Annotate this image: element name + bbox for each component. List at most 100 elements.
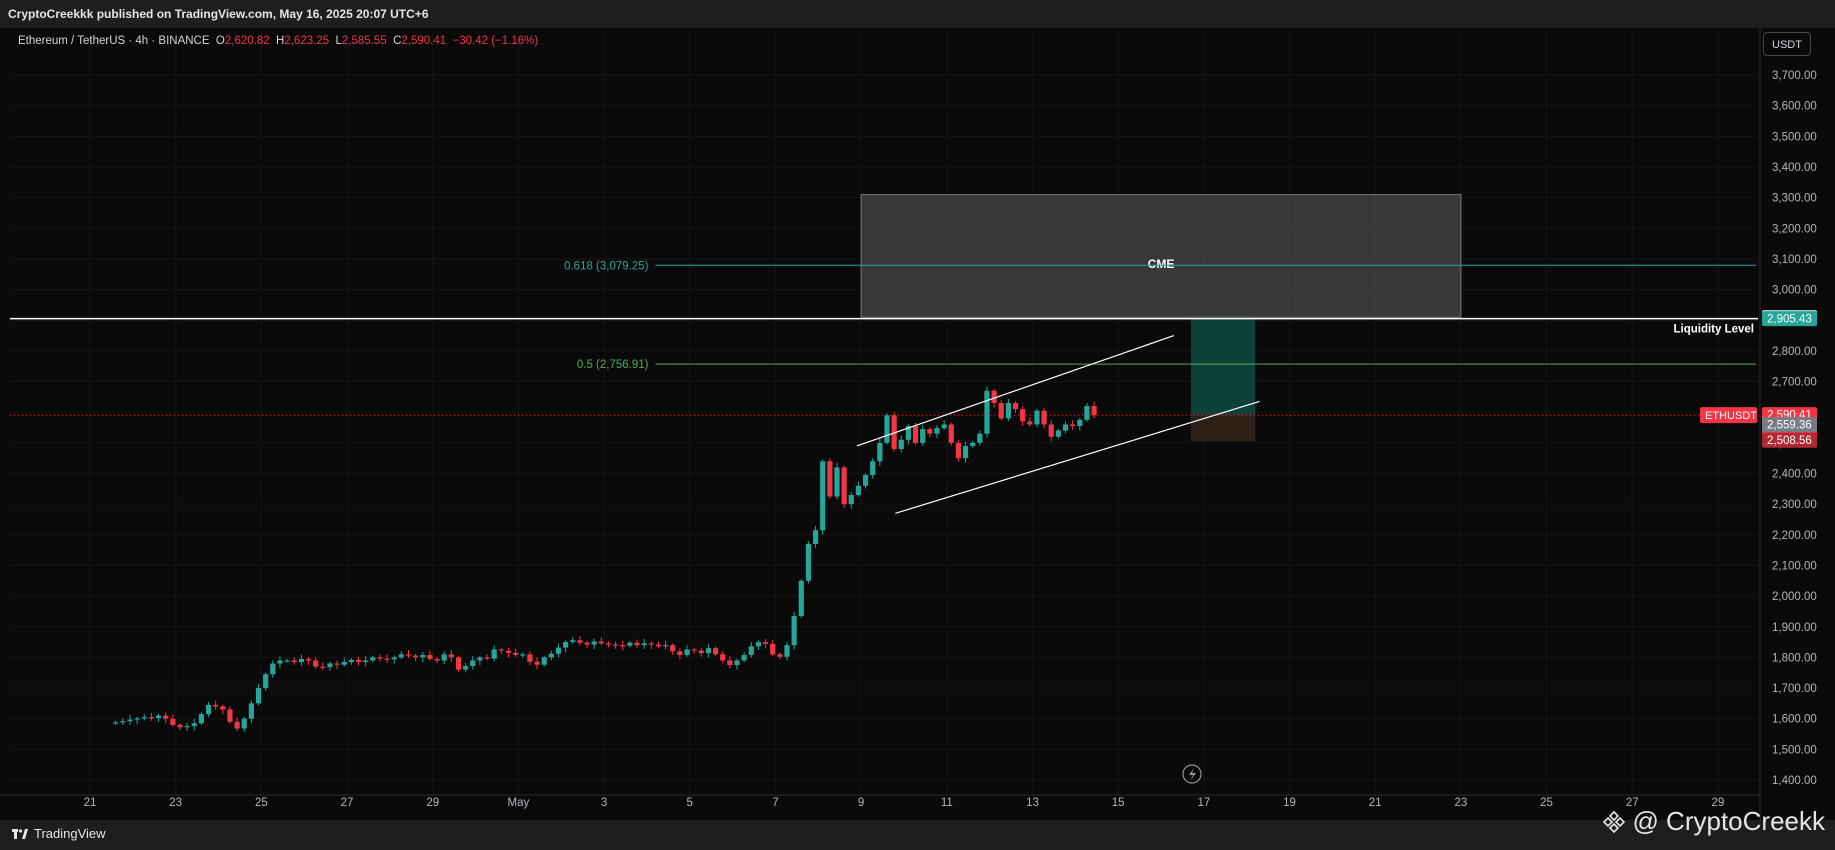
candle-body [305,658,312,661]
x-tick-label: May [508,797,530,809]
candle-body [1048,424,1054,437]
candle-body [1055,430,1061,437]
y-tick-label: 2,000.00 [1772,591,1817,603]
price-label-text: 2,559.36 [1767,420,1812,432]
symbol-tag-text: ETHUSDT [1705,410,1757,422]
x-tick-label: 15 [1112,797,1125,809]
candle-body [570,640,576,643]
candle-body [448,654,454,658]
channel-lower-line [895,400,1260,514]
x-tick-label: 5 [687,797,693,809]
candle-body [170,718,176,725]
candle-body [998,403,1004,419]
x-tick-label: 13 [1026,797,1039,809]
candle-body [391,657,397,660]
symbol-name[interactable]: Ethereum / TetherUS · 4h · BINANCE [18,35,210,47]
y-tick-label: 1,400.00 [1772,775,1817,787]
candle-body [241,718,247,729]
close-value: 2,590.41 [401,35,447,47]
tradingview-logo-icon [12,828,28,839]
y-tick-label: 3,400.00 [1772,162,1817,174]
candle-body [548,653,554,658]
candle-body [120,721,126,723]
candle-body [641,643,647,646]
y-tick-label: 1,600.00 [1772,714,1817,726]
lightning-icon[interactable] [1182,764,1202,784]
y-tick-label: 1,700.00 [1772,683,1817,695]
candle-body [748,646,754,655]
binance-logo-icon [1603,810,1626,833]
candle-body [805,543,812,581]
y-tick-label: 2,400.00 [1772,469,1817,481]
candle-body [477,657,483,661]
candle-body [377,657,383,659]
candle-body [877,442,883,462]
author-watermark: @ CryptoCreekk [1602,806,1825,837]
candle-body [420,654,426,658]
candle-body [941,424,947,429]
candle-body [812,530,819,544]
y-tick-label: 2,200.00 [1772,530,1817,542]
candle-body [1084,406,1090,420]
candle-body [234,721,240,729]
candle-body [198,714,205,724]
channel-lines [856,335,1260,514]
candle-body [1041,410,1047,425]
x-tick-label: 11 [941,797,953,809]
price-labels: 2,908.212,905.432,590.4101:52:26ETHUSDT2… [1700,310,1817,448]
low-value: 2,585.55 [341,35,387,47]
x-tick-label: 23 [169,797,182,809]
candle-body [470,660,476,666]
candle-body [405,654,412,656]
y-tick-label: 3,200.00 [1772,223,1817,235]
candle-body [513,652,519,655]
x-tick-label: 27 [341,797,354,809]
change-value: −30.42 (−1.16%) [452,35,539,47]
candle-body [113,722,119,724]
watermark-text: @ CryptoCreekk [1632,806,1825,836]
candle-body [127,719,133,722]
candle-body [255,688,262,704]
candle-body [820,461,826,531]
candle-body [720,654,726,661]
candle-body [348,659,354,662]
x-tick-label: 29 [1712,797,1725,809]
candles [113,386,1097,733]
candle-body [270,663,276,675]
candle-body [184,726,190,728]
candle-body [213,704,219,707]
currency-button[interactable]: USDT [1763,32,1811,56]
y-tick-label: 2,300.00 [1772,499,1817,511]
x-tick-label: 25 [255,797,268,809]
candle-body [220,706,226,710]
candle-body [934,428,940,434]
candle-body [463,665,469,670]
candle-body [962,445,969,459]
time-axis[interactable]: 21 23 25 27 29 May 3 5 7 9 11 13 15 17 19 21 23 25 27 29 [0,794,1760,809]
x-tick-label: 17 [1197,797,1210,809]
candle-body [577,640,583,643]
candle-body [884,415,890,443]
price-chart[interactable]: CME 0.618 (3,079.25) 0.5 (2,756.91) Liquid… [0,0,1835,820]
candle-body [163,715,169,719]
x-tick-label: 25 [1540,797,1553,809]
candle-body [1020,409,1026,422]
candle-body [712,648,719,655]
open-label: O [215,35,225,47]
candle-body [870,461,876,476]
candle-body [691,649,697,651]
candle-body [1062,424,1069,431]
symbol-tag-box [1700,407,1757,424]
candle-body [827,461,833,497]
candle-body [605,643,612,645]
tradingview-brand[interactable]: TradingView [12,826,106,841]
ohlc-legend: Ethereum / TetherUS · 4h · BINANCE O2,62… [18,35,538,47]
y-tick-label: 2,800.00 [1772,346,1817,358]
candle-body [298,658,304,662]
candle-body [648,643,654,645]
y-tick-label: 2,100.00 [1772,560,1817,572]
candle-body [920,429,926,443]
y-tick-label: 1,900.00 [1772,622,1817,634]
open-value: 2,620.82 [224,35,270,47]
low-label: L [335,35,342,47]
